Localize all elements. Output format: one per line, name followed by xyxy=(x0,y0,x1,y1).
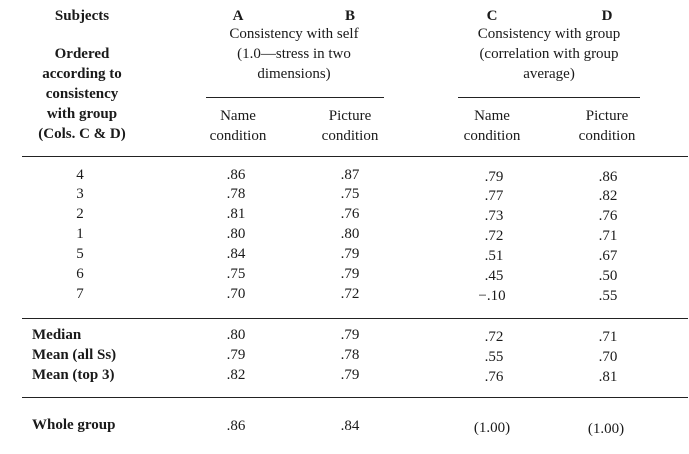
cell-b: .76 xyxy=(340,206,360,222)
sub-b-line1: Picture xyxy=(328,108,372,124)
cell-a: .81 xyxy=(226,206,246,222)
col-b-letter: B xyxy=(344,8,356,24)
cd-group-line2: (correlation with group xyxy=(479,46,619,62)
row-label: Whole group xyxy=(32,417,116,433)
cell-a: .75 xyxy=(226,266,246,282)
cell-d: .81 xyxy=(598,369,618,385)
col-c-letter: C xyxy=(486,8,498,24)
ab-group-line2: (1.0—stress in two xyxy=(237,46,351,62)
sub-b-line2: condition xyxy=(321,128,379,144)
header-ordered: Ordered xyxy=(54,46,110,62)
cell-d: .76 xyxy=(598,208,618,224)
cd-group-line1: Consistency with group xyxy=(477,26,621,42)
cell-d: .82 xyxy=(598,188,618,204)
cell-b: .87 xyxy=(340,167,360,183)
cell-a: .80 xyxy=(226,327,246,343)
cell-b: .80 xyxy=(340,226,360,242)
row-label: 5 xyxy=(76,246,84,262)
cell-c: −.10 xyxy=(478,288,506,304)
col-d-letter: D xyxy=(601,8,613,24)
row-label: Median xyxy=(32,327,82,343)
cell-c: .72 xyxy=(484,329,504,345)
cd-group-line3: average) xyxy=(523,66,575,82)
cell-c: .73 xyxy=(484,208,504,224)
sub-a-line2: condition xyxy=(209,128,267,144)
sub-d-line2: condition xyxy=(578,128,636,144)
ab-group-line1: Consistency with self xyxy=(229,26,359,42)
cell-c: .77 xyxy=(484,188,504,204)
cell-d: .67 xyxy=(598,248,618,264)
ab-group-rule xyxy=(206,97,384,98)
cell-b: .75 xyxy=(340,186,360,202)
cell-a: .70 xyxy=(226,286,246,302)
cell-b: .78 xyxy=(340,347,360,363)
cell-a: .80 xyxy=(226,226,246,242)
sub-c-line1: Name xyxy=(474,108,510,124)
row-label: 3 xyxy=(76,186,84,202)
cell-b: .79 xyxy=(340,367,360,383)
row-label: 4 xyxy=(76,167,84,183)
cell-a: .86 xyxy=(226,418,246,434)
cell-d: .86 xyxy=(598,169,618,185)
cell-d: (1.00) xyxy=(587,421,625,437)
header-rule xyxy=(22,156,688,157)
cell-c: .45 xyxy=(484,268,504,284)
cell-c: .79 xyxy=(484,169,504,185)
header-consistency: consistency xyxy=(45,86,119,102)
cell-c: .51 xyxy=(484,248,504,264)
cell-a: .78 xyxy=(226,186,246,202)
sub-a-line1: Name xyxy=(220,108,256,124)
header-according: according to xyxy=(42,66,122,82)
cell-a: .82 xyxy=(226,367,246,383)
cell-d: .71 xyxy=(598,329,618,345)
cell-b: .72 xyxy=(340,286,360,302)
cell-c: .72 xyxy=(484,228,504,244)
cell-d: .71 xyxy=(598,228,618,244)
row-label: 6 xyxy=(76,266,84,282)
header-subjects: Subjects xyxy=(54,8,110,24)
row-label: 1 xyxy=(76,226,84,242)
row-label: 2 xyxy=(76,206,84,222)
cell-d: .55 xyxy=(598,288,618,304)
header-with-group: with group xyxy=(46,106,118,122)
cell-a: .84 xyxy=(226,246,246,262)
row-label: Mean (top 3) xyxy=(32,367,115,383)
sub-d-line1: Picture xyxy=(585,108,629,124)
cell-d: .50 xyxy=(598,268,618,284)
sub-c-line2: condition xyxy=(463,128,521,144)
cell-b: .79 xyxy=(340,246,360,262)
cell-b: .84 xyxy=(340,418,360,434)
cell-b: .79 xyxy=(340,327,360,343)
header-cols-cd: (Cols. C & D) xyxy=(38,126,126,142)
whole-group-rule xyxy=(22,397,688,398)
cell-b: .79 xyxy=(340,266,360,282)
cd-group-rule xyxy=(458,97,640,98)
row-label: Mean (all Ss) xyxy=(32,347,117,363)
cell-a: .86 xyxy=(226,167,246,183)
cell-d: .70 xyxy=(598,349,618,365)
row-label: 7 xyxy=(76,286,84,302)
cell-a: .79 xyxy=(226,347,246,363)
cell-c: .76 xyxy=(484,369,504,385)
summary-rule xyxy=(22,318,688,319)
cell-c: .55 xyxy=(484,349,504,365)
cell-c: (1.00) xyxy=(473,420,511,436)
col-a-letter: A xyxy=(232,8,244,24)
ab-group-line3: dimensions) xyxy=(257,66,331,82)
